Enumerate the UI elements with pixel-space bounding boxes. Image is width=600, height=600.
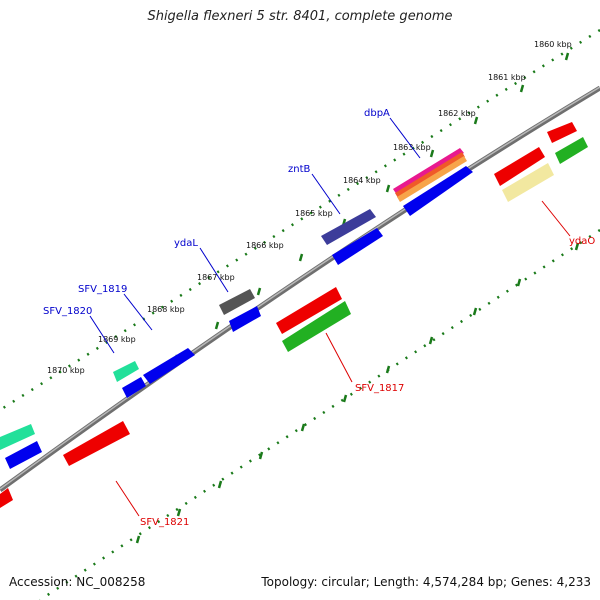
tick-label-1864: 1864 kbp — [343, 176, 381, 185]
gene-label-ydaL[interactable]: ydaL — [174, 238, 198, 249]
genome-backbone — [0, 85, 600, 493]
gene-label-dbpA[interactable]: dbpA — [364, 108, 390, 119]
reverse-gene-features — [0, 122, 588, 508]
gene-SFV_1819[interactable] — [143, 348, 195, 384]
gene-reverse-green-1817[interactable] — [282, 301, 351, 352]
tick-label-1870: 1870 kbp — [47, 366, 85, 375]
gene-reverse-green-top[interactable] — [555, 137, 588, 164]
tick-label-1866: 1866 kbp — [246, 241, 284, 250]
gene-label-SFV_1819[interactable]: SFV_1819 — [78, 284, 127, 295]
gene-zntB[interactable] — [321, 209, 376, 245]
gene-label-SFV_1817[interactable]: SFV_1817 — [355, 383, 404, 394]
forward-tick-track — [0, 28, 600, 412]
gene-reverse-red-ydaO[interactable] — [494, 147, 545, 186]
gene-reverse-red-edge[interactable] — [0, 488, 13, 508]
tick-label-1868: 1868 kbp — [147, 305, 185, 314]
gene-label-zntB[interactable]: zntB — [288, 164, 311, 175]
gene-forward-blue-1[interactable] — [403, 166, 473, 216]
gene-reverse-red-top[interactable] — [547, 122, 577, 143]
map-title: Shigella flexneri 5 str. 8401, complete … — [147, 9, 453, 24]
gene-SFV_1821[interactable] — [63, 421, 130, 466]
tick-label-1865: 1865 kbp — [295, 209, 333, 218]
tick-label-1861: 1861 kbp — [488, 73, 526, 82]
gene-forward-blue-2[interactable] — [332, 228, 383, 265]
gene-SFV_1817[interactable] — [276, 287, 342, 334]
reverse-major-ticks — [135, 242, 580, 544]
reverse-tick-track — [39, 228, 600, 600]
gene-label-ydaO[interactable]: ydaO — [569, 236, 595, 247]
accession-info: Accession: NC_008258 — [9, 575, 146, 589]
gene-ydaL[interactable] — [219, 289, 255, 315]
tick-label-1869: 1869 kbp — [98, 335, 136, 344]
gene-label-SFV_1821[interactable]: SFV_1821 — [140, 517, 189, 528]
gene-label-SFV_1820[interactable]: SFV_1820 — [43, 306, 92, 317]
tick-label-1862: 1862 kbp — [438, 109, 476, 118]
tick-label-1860: 1860 kbp — [534, 40, 572, 49]
gene-dbpA[interactable] — [393, 148, 467, 202]
gene-SFV_1820[interactable] — [113, 361, 139, 382]
gene-forward-green-edge[interactable] — [0, 424, 35, 450]
tick-label-1867: 1867 kbp — [197, 273, 235, 282]
forward-gene-features — [0, 148, 473, 469]
gene-forward-blue-edge[interactable] — [5, 441, 42, 469]
gene-forward-blue-4[interactable] — [122, 377, 146, 398]
genome-summary: Topology: circular; Length: 4,574,284 bp… — [261, 575, 591, 589]
callout-lines — [89, 117, 571, 517]
gene-forward-blue-3[interactable] — [229, 306, 261, 332]
gene-ydaO[interactable] — [502, 163, 554, 202]
